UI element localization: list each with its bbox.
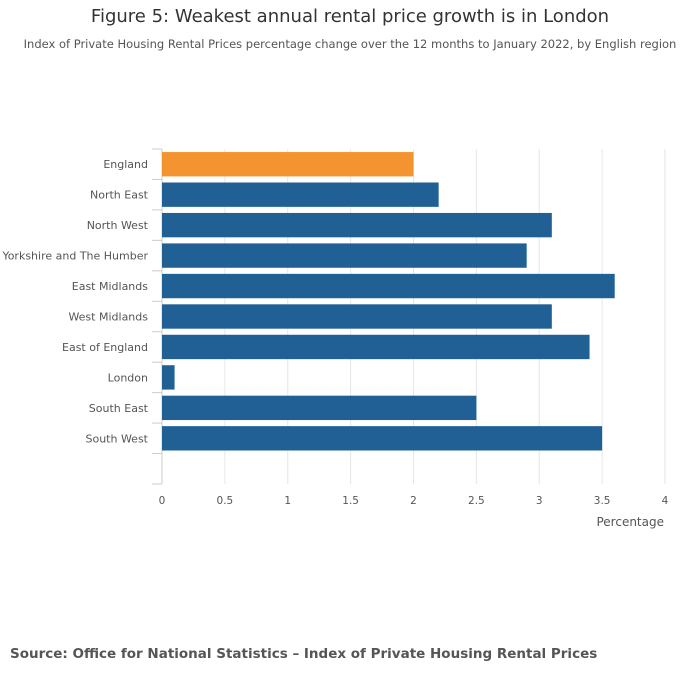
- category-label: South West: [85, 432, 148, 445]
- bar-east-midlands[interactable]: [162, 273, 615, 299]
- x-tick-label: 3: [536, 495, 543, 507]
- bar-east-of-england[interactable]: [162, 334, 590, 360]
- bar-south-west[interactable]: [162, 426, 603, 451]
- bar-yorkshire-and-the-humber[interactable]: [162, 243, 527, 268]
- category-label: East of England: [62, 341, 148, 354]
- category-label: Yorkshire and The Humber: [1, 250, 148, 263]
- bar-london[interactable]: [162, 365, 175, 390]
- axes: [152, 148, 163, 485]
- chart-subtitle: Index of Private Housing Rental Prices p…: [23, 37, 677, 51]
- x-tick-label: 3.5: [594, 495, 611, 507]
- x-tick-label: 0: [159, 495, 166, 507]
- category-labels: England North East North West Yorkshire and…: [1, 158, 148, 445]
- x-tick-label: 1.5: [342, 495, 359, 507]
- x-tick-label: 2: [410, 495, 417, 507]
- category-label: England: [103, 158, 148, 171]
- x-tick-label: 2.5: [468, 495, 485, 507]
- x-tick-label: 1: [284, 495, 291, 507]
- category-label: South East: [89, 402, 149, 415]
- bar-north-west[interactable]: [162, 212, 552, 238]
- chart-title: Figure 5: Weakest annual rental price gr…: [90, 6, 610, 27]
- x-tick-labels: 0 0.5 1 1.5 2 2.5 3 3.5 4: [159, 495, 669, 507]
- category-label: West Midlands: [68, 311, 148, 324]
- category-label: North West: [87, 219, 149, 232]
- x-tick-label: 4: [662, 495, 669, 507]
- x-axis-title: Percentage: [596, 515, 664, 529]
- x-tick-label: 0.5: [217, 495, 234, 507]
- bar-south-east[interactable]: [162, 395, 477, 421]
- source-note: Source: Office for National Statistics –…: [10, 646, 598, 662]
- category-label: North East: [90, 189, 149, 202]
- category-label: East Midlands: [72, 280, 149, 293]
- bar-england[interactable]: [162, 152, 414, 177]
- category-label: London: [108, 371, 148, 384]
- bar-west-midlands[interactable]: [162, 304, 552, 329]
- bar-north-east[interactable]: [162, 182, 439, 207]
- bars: [162, 152, 615, 451]
